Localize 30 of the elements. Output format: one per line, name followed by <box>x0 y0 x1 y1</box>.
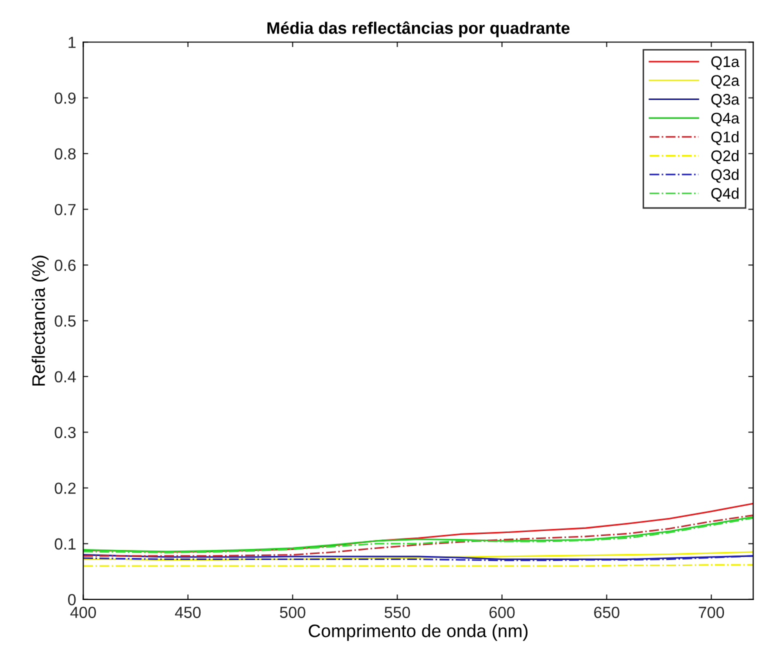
y-tick-label: 0.4 <box>54 371 76 382</box>
legend-label: Q1a <box>711 56 740 70</box>
legend-label: Q2a <box>711 75 740 89</box>
y-tick-label: 0.8 <box>54 148 76 160</box>
x-axis-title: Comprimento de onda (nm) <box>308 624 528 641</box>
y-tick-label: 0.3 <box>54 426 76 438</box>
y-tick-label: 0.9 <box>54 92 76 104</box>
y-tick-label: 0.7 <box>54 204 76 216</box>
y-tick-label: 0 <box>68 594 76 606</box>
legend-label: Q4a <box>711 112 740 126</box>
legend-label: Q3a <box>711 94 740 108</box>
line-series <box>83 551 754 561</box>
legend-label: Q2d <box>711 150 738 164</box>
legend-label: Q1d <box>711 131 738 146</box>
x-tick-label: 450 <box>174 606 201 618</box>
x-tick-label: 650 <box>594 606 620 618</box>
x-tick-label: 600 <box>489 606 515 618</box>
legend-label: Q4d <box>711 188 738 202</box>
x-tick-label: 400 <box>70 606 96 618</box>
y-tick-label: 0.5 <box>54 315 76 327</box>
y-tick-label: 0.6 <box>54 260 76 271</box>
y-tick-label: 1 <box>68 36 76 48</box>
legend-label: Q3d <box>711 168 738 183</box>
y-axis-title: Reflectancia (%) <box>32 256 49 386</box>
x-tick-label: 500 <box>280 606 306 618</box>
y-tick-label: 0.1 <box>54 538 76 550</box>
y-tick-label: 0.2 <box>54 482 76 494</box>
chart-title: Média das reflectâncias por quadrante <box>267 21 570 38</box>
x-tick-label: 700 <box>698 606 724 618</box>
x-tick-label: 550 <box>384 606 410 618</box>
